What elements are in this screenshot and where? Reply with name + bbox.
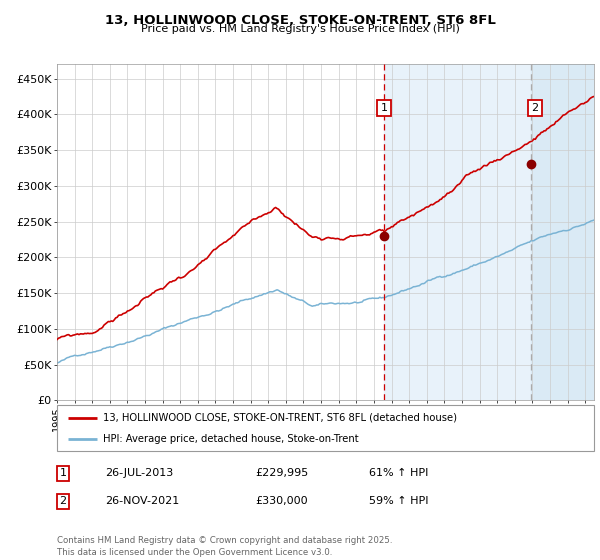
- Text: 1: 1: [380, 103, 388, 113]
- Text: HPI: Average price, detached house, Stoke-on-Trent: HPI: Average price, detached house, Stok…: [103, 434, 358, 444]
- Text: 26-JUL-2013: 26-JUL-2013: [105, 468, 173, 478]
- Bar: [384, 64, 530, 400]
- Text: 2: 2: [532, 103, 539, 113]
- Text: £330,000: £330,000: [255, 496, 308, 506]
- Text: 61% ↑ HPI: 61% ↑ HPI: [369, 468, 428, 478]
- Text: 26-NOV-2021: 26-NOV-2021: [105, 496, 179, 506]
- Text: 13, HOLLINWOOD CLOSE, STOKE-ON-TRENT, ST6 8FL: 13, HOLLINWOOD CLOSE, STOKE-ON-TRENT, ST…: [104, 14, 496, 27]
- Bar: [530, 64, 594, 400]
- Text: 59% ↑ HPI: 59% ↑ HPI: [369, 496, 428, 506]
- Text: Price paid vs. HM Land Registry's House Price Index (HPI): Price paid vs. HM Land Registry's House …: [140, 24, 460, 34]
- Text: Contains HM Land Registry data © Crown copyright and database right 2025.
This d: Contains HM Land Registry data © Crown c…: [57, 536, 392, 557]
- Text: £229,995: £229,995: [255, 468, 308, 478]
- FancyBboxPatch shape: [57, 405, 594, 451]
- Text: 1: 1: [59, 468, 67, 478]
- Text: 2: 2: [59, 496, 67, 506]
- Text: 13, HOLLINWOOD CLOSE, STOKE-ON-TRENT, ST6 8FL (detached house): 13, HOLLINWOOD CLOSE, STOKE-ON-TRENT, ST…: [103, 413, 457, 423]
